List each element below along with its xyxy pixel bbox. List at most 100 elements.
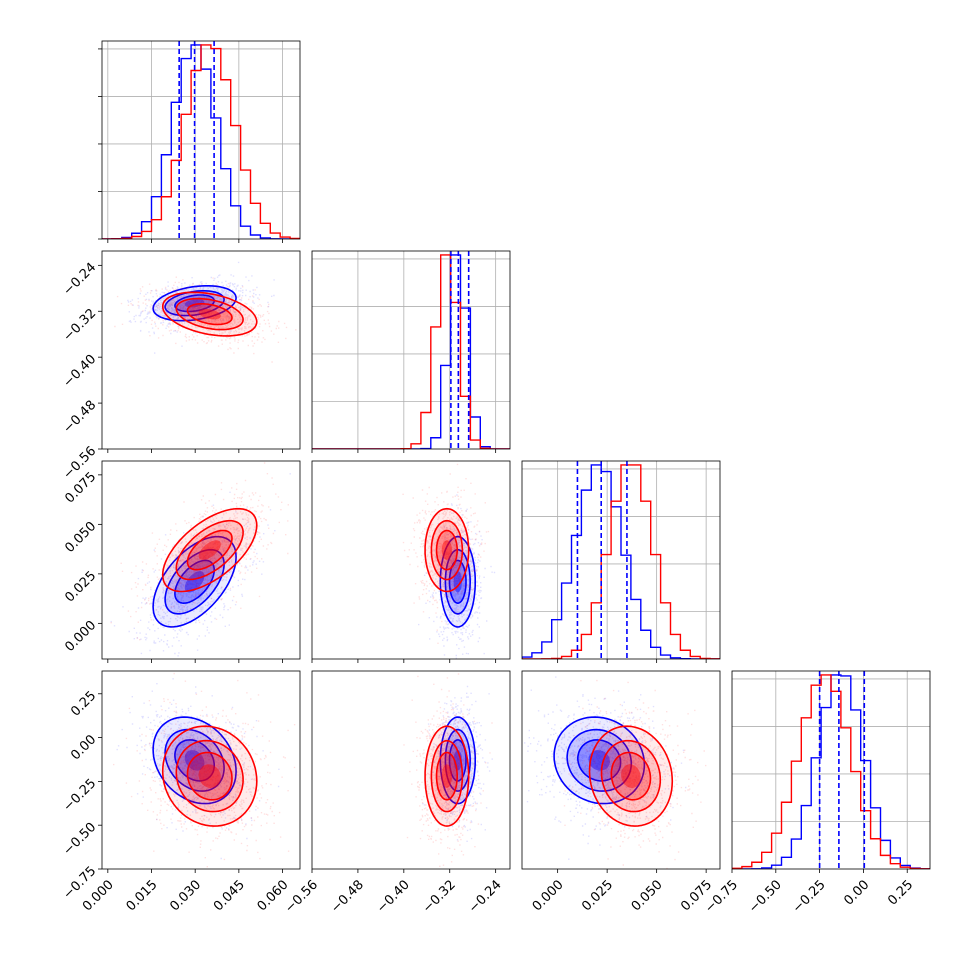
density-fill-1 <box>198 540 221 560</box>
density-fill-1 <box>187 752 232 800</box>
density-contour-1 <box>175 519 244 581</box>
panel-frame <box>311 670 511 870</box>
density-fill-0 <box>588 750 610 771</box>
density-fill-1 <box>441 540 452 560</box>
panel-frame <box>101 250 301 450</box>
y-tick-label: −0.24 <box>61 260 100 299</box>
y-tick-label: −0.40 <box>61 352 100 391</box>
density-fill-1 <box>162 726 257 827</box>
panel-frame <box>101 670 301 870</box>
density-fill-1 <box>162 292 257 336</box>
x-tick-label: −0.40 <box>374 877 413 916</box>
x-tick-label: 0.030 <box>167 877 204 914</box>
density-fill-1 <box>198 309 221 320</box>
density-contour-0 <box>174 739 215 782</box>
density-fill-1 <box>176 298 244 330</box>
panel-frame <box>731 670 931 870</box>
density-contour-1 <box>161 291 258 337</box>
density-contour-1 <box>186 751 233 801</box>
density-contour-0 <box>152 285 237 322</box>
density-contour-0 <box>444 728 472 792</box>
panel-1-0 <box>98 250 301 453</box>
density-fill-1 <box>187 303 232 325</box>
density-contour-1 <box>175 297 244 331</box>
density-contour-1 <box>435 751 458 801</box>
x-tick-label: −0.48 <box>328 877 367 916</box>
scatter-points-0 <box>422 685 493 842</box>
histogram-series-1 <box>522 464 720 659</box>
density-contour-1 <box>186 529 233 571</box>
density-contour-0 <box>553 716 646 805</box>
density-contour-0 <box>174 294 215 313</box>
density-contour-1 <box>161 725 258 827</box>
density-contour-0 <box>152 716 237 805</box>
density-fill-0 <box>165 729 225 792</box>
x-tick-label: 0.25 <box>885 877 916 908</box>
density-contour-0 <box>444 548 472 615</box>
scatter-points-0 <box>418 494 496 659</box>
y-tick-label: −0.50 <box>61 820 100 859</box>
x-tick-label: 0.000 <box>530 877 567 914</box>
x-tick-label: −0.32 <box>420 877 459 916</box>
x-tick-label: −0.24 <box>466 877 505 916</box>
density-contour-1 <box>610 751 652 801</box>
panel-frame <box>101 40 301 240</box>
x-tick-label: −0.56 <box>282 877 321 916</box>
panel-3-2 <box>521 670 721 873</box>
density-fill-1 <box>176 520 244 580</box>
density-fill-1 <box>187 530 232 570</box>
density-fill-1 <box>441 764 452 788</box>
density-contour-1 <box>186 303 233 326</box>
density-contour-0 <box>164 548 225 615</box>
panel-frame <box>101 460 301 660</box>
x-tick-label: 0.045 <box>211 877 248 914</box>
density-fill-0 <box>184 299 205 308</box>
x-tick-label: 0.00 <box>841 877 872 908</box>
density-contour-1 <box>424 507 470 593</box>
panel-2-0 <box>98 460 301 663</box>
y-tick-label: −0.32 <box>61 306 100 345</box>
density-contour-0 <box>174 559 215 605</box>
panel-1-1 <box>311 250 511 453</box>
density-fill-1 <box>198 764 221 788</box>
y-tick-label: −0.48 <box>61 398 100 437</box>
panel-3-3 <box>731 670 931 873</box>
histogram-series-0 <box>312 254 510 449</box>
density-fill-0 <box>554 717 645 804</box>
x-tick-label: 0.050 <box>629 877 666 914</box>
y-tick-label: 0.25 <box>68 688 99 719</box>
density-contour-0 <box>164 728 225 792</box>
scatter-points-1 <box>552 679 707 869</box>
density-fill-1 <box>621 764 641 788</box>
density-contour-0 <box>448 559 467 605</box>
density-contour-1 <box>600 739 662 813</box>
panel-2-1 <box>311 460 511 663</box>
panel-2-2 <box>521 460 721 663</box>
histogram-series-0 <box>102 44 300 239</box>
density-fill-0 <box>449 560 466 604</box>
panel-3-0 <box>98 670 301 873</box>
density-contour-0 <box>576 739 622 782</box>
density-fill-0 <box>174 560 215 604</box>
histogram-series-1 <box>102 44 300 239</box>
density-fill-0 <box>153 717 237 804</box>
panel-frame <box>311 250 511 450</box>
panel-frame <box>521 670 721 870</box>
panel-frame <box>521 460 721 660</box>
density-fill-1 <box>436 530 458 570</box>
panel-3-1 <box>311 670 511 873</box>
histogram-series-1 <box>312 254 510 449</box>
density-contour-0 <box>152 535 237 628</box>
histogram-series-1 <box>732 674 930 869</box>
scatter-points-0 <box>116 678 280 860</box>
density-fill-0 <box>153 536 237 627</box>
density-contour-1 <box>430 739 464 813</box>
y-tick-label: 0.000 <box>62 618 99 655</box>
density-contour-0 <box>439 535 476 628</box>
x-tick-label: 0.015 <box>124 877 161 914</box>
density-contour-1 <box>588 725 674 827</box>
x-tick-label: 0.025 <box>579 877 616 914</box>
density-fill-1 <box>611 752 651 800</box>
density-contour-1 <box>430 519 464 581</box>
histogram-series-0 <box>732 674 930 869</box>
